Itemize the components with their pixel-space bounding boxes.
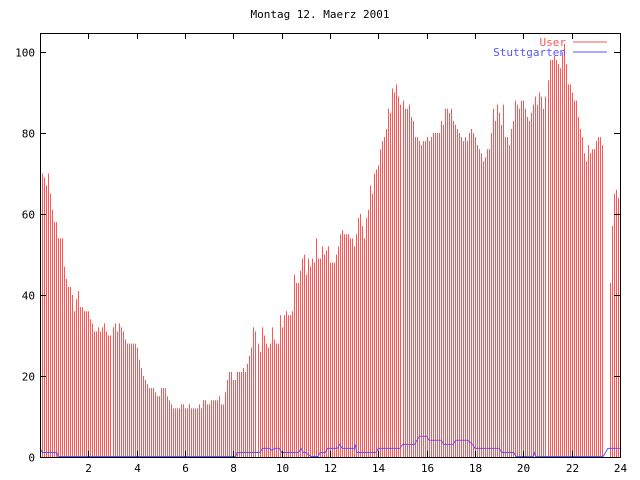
x-tick-label: 22 [566, 462, 579, 475]
x-tick-label: 20 [517, 462, 530, 475]
x-tick-label: 2 [85, 462, 92, 475]
x-tick-label: 18 [469, 462, 482, 475]
stuttgarten-line [39, 435, 620, 457]
legend-label-stuttgarten: Stuttgarten [493, 46, 566, 59]
legend: User Stuttgarten [493, 36, 607, 59]
user-bars [40, 43, 619, 457]
x-tick-label: 12 [324, 462, 337, 475]
x-tick-label: 6 [182, 462, 189, 475]
y-tick-label: 0 [28, 452, 35, 465]
y-tick-label: 20 [22, 371, 35, 384]
x-tick-label: 16 [421, 462, 434, 475]
x-tick-label: 10 [276, 462, 289, 475]
y-tick-label: 40 [22, 290, 35, 303]
x-tick-label: 14 [372, 462, 386, 475]
chart-title: Montag 12. Maerz 2001 [250, 8, 390, 21]
x-tick-label: 4 [134, 462, 141, 475]
y-tick-label: 80 [22, 128, 35, 141]
y-tick-label: 60 [22, 209, 35, 222]
x-tick-label: 8 [230, 462, 237, 475]
legend-label-user: User [540, 36, 567, 49]
x-tick-label: 24 [614, 462, 628, 475]
y-tick-label: 100 [15, 47, 35, 60]
